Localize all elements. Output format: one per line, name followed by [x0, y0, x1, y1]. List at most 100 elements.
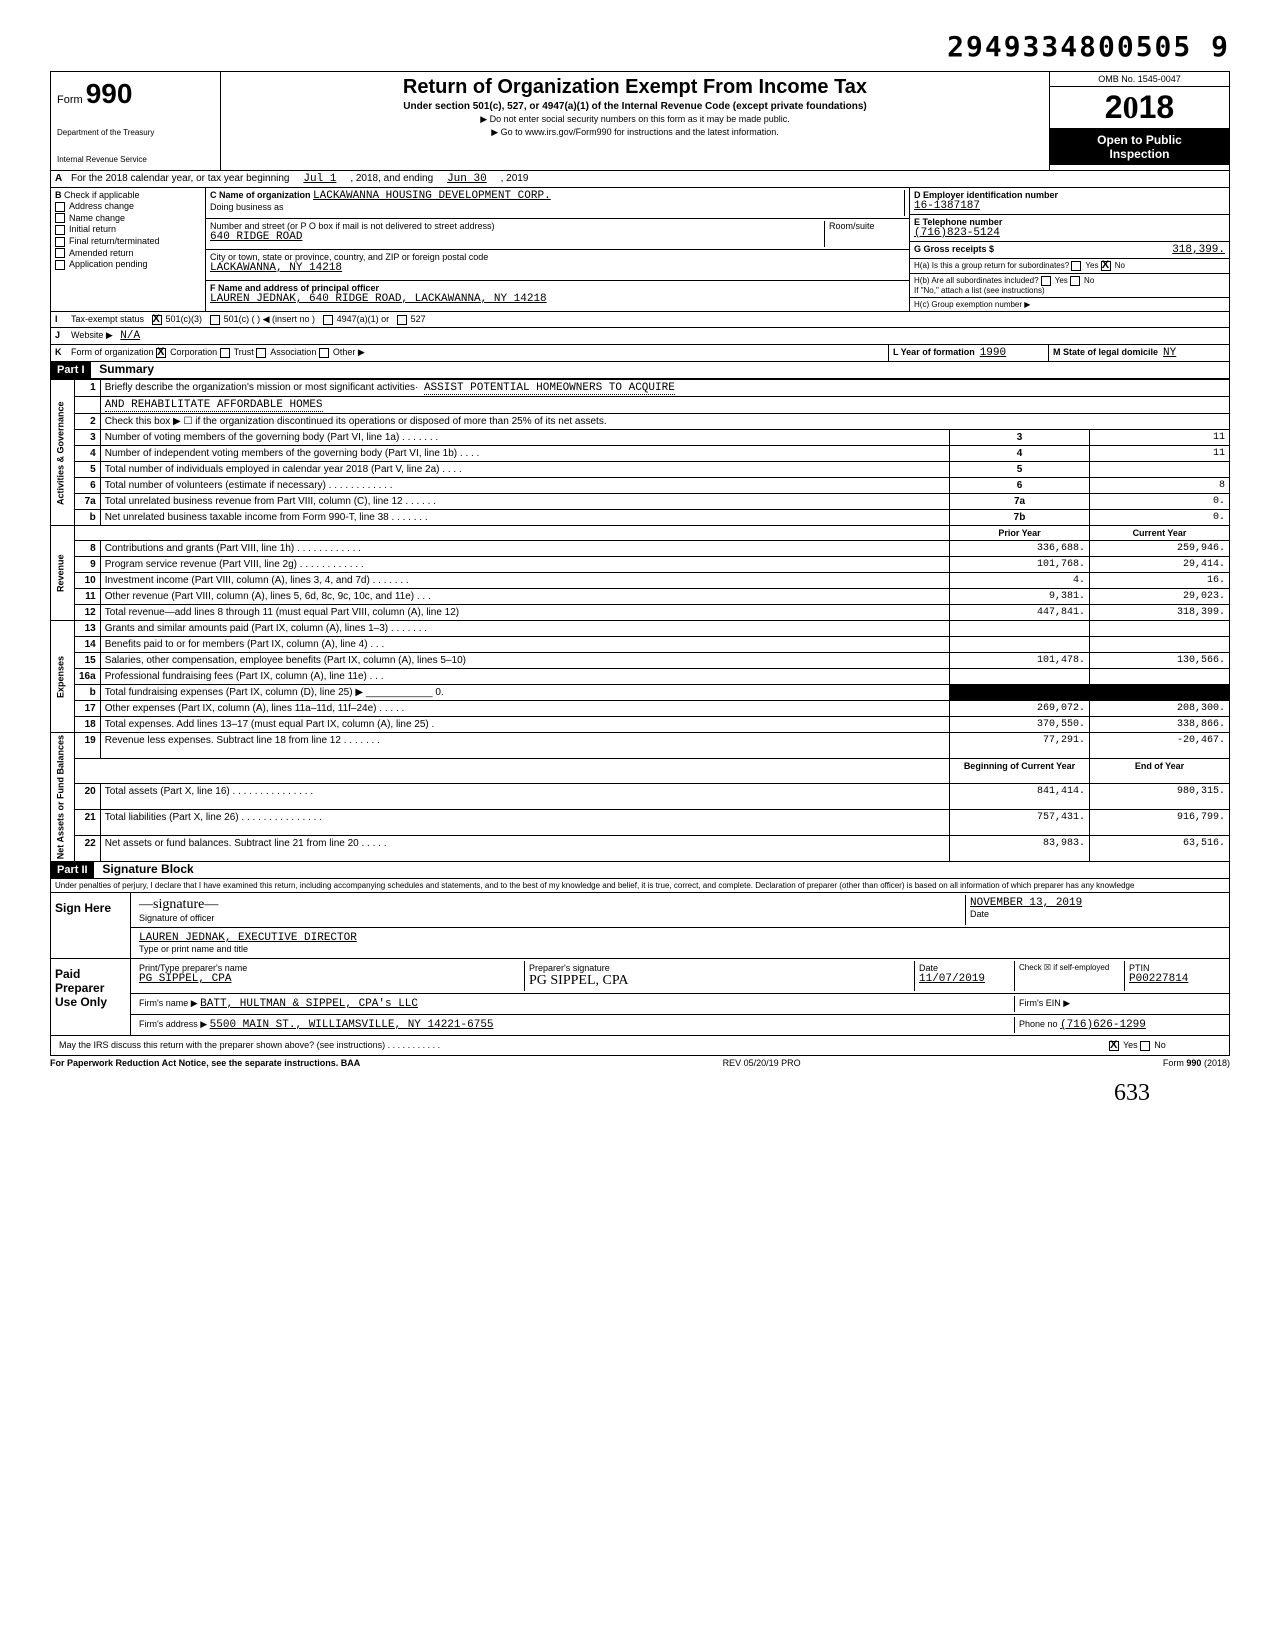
line-3-desc: Number of voting members of the governin…	[100, 430, 949, 446]
firm-addr-label: Firm's address ▶	[139, 1019, 207, 1029]
chk-ha-yes[interactable]	[1071, 261, 1081, 271]
label-dba: Doing business as	[210, 202, 284, 212]
row-a-yr: , 2019	[501, 173, 529, 184]
line-4-num: 4	[75, 446, 101, 462]
label-ein: D Employer identification number	[914, 190, 1058, 200]
label-officer: F Name and address of principal officer	[210, 283, 379, 293]
label-hc: H(c) Group exemption number ▶	[914, 300, 1030, 309]
lbl-address-change: Address change	[69, 201, 134, 211]
row-j: J Website ▶ N/A	[50, 328, 1230, 345]
discuss-no: No	[1154, 1040, 1166, 1050]
officer-name-label: Type or print name and title	[139, 944, 248, 954]
col-b: B Check if applicable Address change Nam…	[51, 188, 206, 311]
footer-mid: REV 05/20/19 PRO	[723, 1058, 801, 1068]
line-5-val	[1090, 462, 1230, 478]
document-number: 2949334800505 9	[50, 30, 1230, 63]
line-18-num: 18	[75, 717, 101, 733]
side-expenses: Expenses	[51, 621, 75, 733]
hdr-current-year: Current Year	[1090, 526, 1230, 541]
officer: LAUREN JEDNAK, 640 RIDGE ROAD, LACKAWANN…	[210, 293, 547, 305]
chk-corp[interactable]	[156, 348, 166, 358]
line-15-cur: 130,566.	[1090, 653, 1230, 669]
chk-name-change[interactable]	[55, 213, 65, 223]
line-16a-prior	[950, 669, 1090, 685]
line-9-prior: 101,768.	[950, 557, 1090, 573]
line-13-desc: Grants and similar amounts paid (Part IX…	[100, 621, 949, 637]
prep-name: PG SIPPEL, CPA	[139, 973, 231, 985]
form-prefix: Form	[57, 94, 83, 106]
line-16a-desc: Professional fundraising fees (Part IX, …	[100, 669, 949, 685]
period-end: Jun 30	[447, 173, 487, 185]
line-15-prior: 101,478.	[950, 653, 1090, 669]
sig-officer-label: Signature of officer	[139, 913, 214, 923]
chk-trust[interactable]	[220, 348, 230, 358]
ha-no: No	[1115, 261, 1125, 270]
line-4-box: 4	[950, 446, 1090, 462]
chk-527[interactable]	[397, 315, 407, 325]
prep-sig-label: Preparer's signature	[529, 963, 610, 973]
chk-discuss-no[interactable]	[1140, 1041, 1150, 1051]
label-b: B	[55, 190, 62, 200]
page-footer: For Paperwork Reduction Act Notice, see …	[50, 1056, 1230, 1070]
hdr-end-year: End of Year	[1090, 759, 1230, 784]
sign-here-label: Sign Here	[51, 893, 131, 958]
chk-assoc[interactable]	[256, 348, 266, 358]
line-20-num: 20	[75, 783, 101, 809]
lbl-amended: Amended return	[69, 248, 134, 258]
form-header: Form 990 Department of the Treasury Inte…	[50, 71, 1230, 171]
chk-501c[interactable]	[210, 315, 220, 325]
chk-4947[interactable]	[323, 315, 333, 325]
chk-hb-no[interactable]	[1070, 276, 1080, 286]
opt-trust: Trust	[234, 347, 254, 357]
perjury-text: Under penalties of perjury, I declare th…	[51, 879, 1229, 893]
line-12-desc: Total revenue—add lines 8 through 11 (mu…	[100, 605, 949, 621]
chk-app-pending[interactable]	[55, 260, 65, 270]
firm-name-label: Firm's name ▶	[139, 998, 198, 1008]
chk-hb-yes[interactable]	[1041, 276, 1051, 286]
line-15-desc: Salaries, other compensation, employee b…	[100, 653, 949, 669]
label-c-name: C Name of organization	[210, 190, 311, 200]
opt-assoc: Association	[270, 347, 316, 357]
line-7b-desc: Net unrelated business taxable income fr…	[100, 510, 949, 526]
chk-initial-return[interactable]	[55, 225, 65, 235]
label-j: J	[51, 328, 67, 344]
line-1-num: 1	[75, 380, 101, 397]
line-3-box: 3	[950, 430, 1090, 446]
chk-ha-no[interactable]	[1101, 261, 1111, 271]
hb-note: If "No," attach a list (see instructions…	[914, 286, 1045, 295]
row-i: I Tax-exempt status 501(c)(3) 501(c) ( )…	[50, 312, 1230, 328]
discuss-yes: Yes	[1123, 1040, 1138, 1050]
firm-addr: 5500 MAIN ST., WILLIAMSVILLE, NY 14221-6…	[210, 1019, 494, 1031]
line-8-desc: Contributions and grants (Part VIII, lin…	[100, 541, 949, 557]
chk-final-return[interactable]	[55, 237, 65, 247]
line-10-num: 10	[75, 573, 101, 589]
line-9-desc: Program service revenue (Part VIII, line…	[100, 557, 949, 573]
line-20-desc: Total assets (Part X, line 16) . . . . .…	[100, 783, 949, 809]
row-a: A For the 2018 calendar year, or tax yea…	[50, 171, 1230, 188]
check-if-applicable: Check if applicable	[64, 190, 140, 200]
hdr-begin-year: Beginning of Current Year	[950, 759, 1090, 784]
line-11-desc: Other revenue (Part VIII, column (A), li…	[100, 589, 949, 605]
city: LACKAWANNA, NY 14218	[210, 262, 342, 274]
state-domicile: NY	[1163, 347, 1176, 359]
line-17-desc: Other expenses (Part IX, column (A), lin…	[100, 701, 949, 717]
line-20-prior: 841,414.	[950, 783, 1090, 809]
line-2-desc: Check this box ▶ ☐ if the organization d…	[100, 414, 1229, 430]
line-7a-num: 7a	[75, 494, 101, 510]
prep-date: 11/07/2019	[919, 973, 985, 985]
sig-date: NOVEMBER 13, 2019	[970, 897, 1082, 909]
chk-discuss-yes[interactable]	[1109, 1041, 1119, 1051]
line-12-cur: 318,399.	[1090, 605, 1230, 621]
ha-yes: Yes	[1085, 261, 1098, 270]
lbl-name-change: Name change	[69, 213, 125, 223]
chk-501c3[interactable]	[152, 315, 162, 325]
label-k: K	[51, 345, 67, 361]
line-6-desc: Total number of volunteers (estimate if …	[100, 478, 949, 494]
chk-address-change[interactable]	[55, 202, 65, 212]
line-4-desc: Number of independent voting members of …	[100, 446, 949, 462]
chk-other[interactable]	[319, 348, 329, 358]
chk-amended[interactable]	[55, 248, 65, 258]
line-11-cur: 29,023.	[1090, 589, 1230, 605]
opt-527: 527	[411, 314, 426, 324]
line-22-cur: 63,516.	[1090, 836, 1230, 862]
